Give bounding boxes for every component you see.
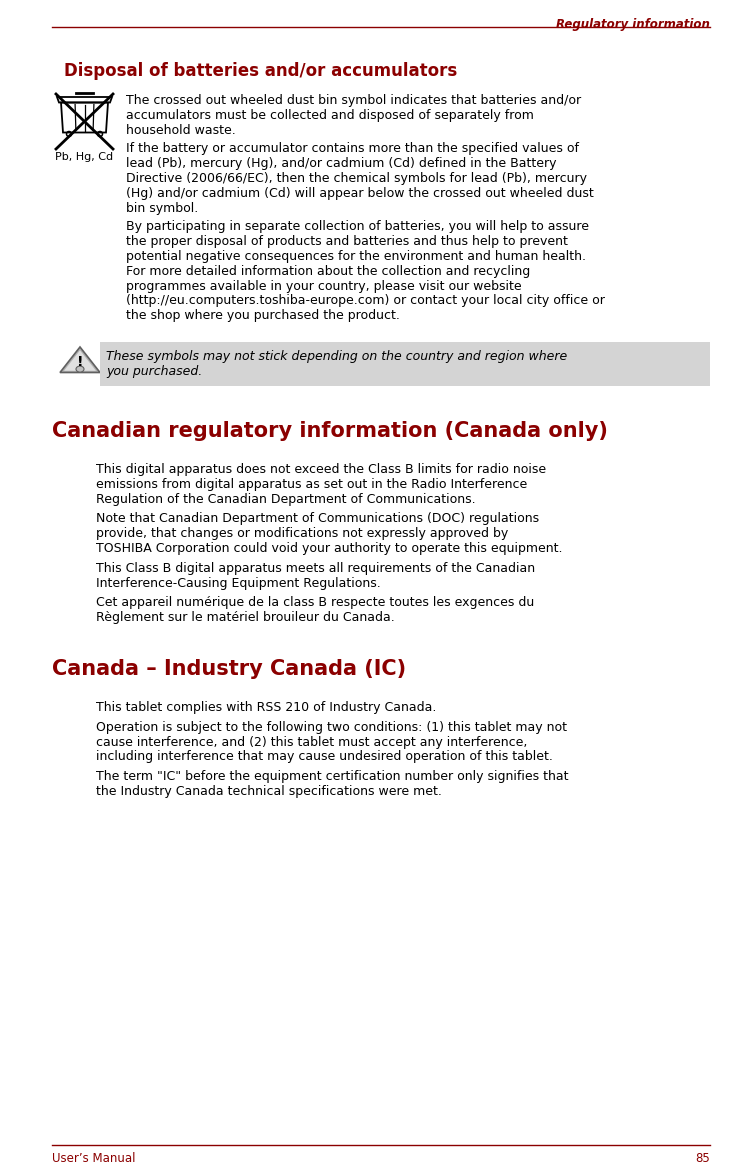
Text: the Industry Canada technical specifications were met.: the Industry Canada technical specificat… [96, 785, 442, 798]
Text: provide, that changes or modifications not expressly approved by: provide, that changes or modifications n… [96, 527, 508, 540]
Text: If the battery or accumulator contains more than the specified values of: If the battery or accumulator contains m… [126, 143, 579, 156]
FancyBboxPatch shape [100, 342, 710, 386]
Text: programmes available in your country, please visit our website: programmes available in your country, pl… [126, 280, 522, 293]
Text: Regulatory information: Regulatory information [556, 18, 710, 30]
Text: (Hg) and/or cadmium (Cd) will appear below the crossed out wheeled dust: (Hg) and/or cadmium (Cd) will appear bel… [126, 186, 594, 199]
Text: emissions from digital apparatus as set out in the Radio Interference: emissions from digital apparatus as set … [96, 478, 527, 491]
Text: User’s Manual: User’s Manual [52, 1152, 136, 1165]
Text: The crossed out wheeled dust bin symbol indicates that batteries and/or: The crossed out wheeled dust bin symbol … [126, 94, 581, 107]
Text: By participating in separate collection of batteries, you will help to assure: By participating in separate collection … [126, 220, 589, 233]
Text: The term "IC" before the equipment certification number only signifies that: The term "IC" before the equipment certi… [96, 770, 568, 783]
Text: Pb, Hg, Cd: Pb, Hg, Cd [55, 152, 114, 162]
Text: Regulation of the Canadian Department of Communications.: Regulation of the Canadian Department of… [96, 492, 475, 505]
Text: This Class B digital apparatus meets all requirements of the Canadian: This Class B digital apparatus meets all… [96, 561, 535, 574]
Text: Disposal of batteries and/or accumulators: Disposal of batteries and/or accumulator… [64, 62, 458, 80]
Text: (http://eu.computers.toshiba-europe.com) or contact your local city office or: (http://eu.computers.toshiba-europe.com)… [126, 294, 605, 307]
Text: 85: 85 [695, 1152, 710, 1165]
Text: you purchased.: you purchased. [106, 364, 202, 377]
Text: including interference that may cause undesired operation of this tablet.: including interference that may cause un… [96, 750, 553, 763]
Text: lead (Pb), mercury (Hg), and/or cadmium (Cd) defined in the Battery: lead (Pb), mercury (Hg), and/or cadmium … [126, 157, 556, 170]
Text: accumulators must be collected and disposed of separately from: accumulators must be collected and dispo… [126, 109, 534, 122]
Text: !: ! [77, 355, 83, 369]
Text: Directive (2006/66/EC), then the chemical symbols for lead (Pb), mercury: Directive (2006/66/EC), then the chemica… [126, 172, 587, 185]
Text: TOSHIBA Corporation could void your authority to operate this equipment.: TOSHIBA Corporation could void your auth… [96, 541, 562, 556]
Polygon shape [64, 350, 96, 370]
Text: Interference-Causing Equipment Regulations.: Interference-Causing Equipment Regulatio… [96, 577, 381, 590]
Text: Canada – Industry Canada (IC): Canada – Industry Canada (IC) [52, 659, 406, 679]
Text: cause interference, and (2) this tablet must accept any interference,: cause interference, and (2) this tablet … [96, 736, 528, 749]
Text: household waste.: household waste. [126, 123, 235, 137]
Text: For more detailed information about the collection and recycling: For more detailed information about the … [126, 265, 530, 278]
Text: Canadian regulatory information (Canada only): Canadian regulatory information (Canada … [52, 421, 608, 441]
Polygon shape [60, 347, 100, 373]
Text: Note that Canadian Department of Communications (DOC) regulations: Note that Canadian Department of Communi… [96, 512, 539, 525]
Text: Règlement sur le matériel brouileur du Canada.: Règlement sur le matériel brouileur du C… [96, 612, 395, 625]
Text: the shop where you purchased the product.: the shop where you purchased the product… [126, 309, 400, 322]
Text: bin symbol.: bin symbol. [126, 202, 199, 214]
Text: This digital apparatus does not exceed the Class B limits for radio noise: This digital apparatus does not exceed t… [96, 463, 546, 476]
Text: This tablet complies with RSS 210 of Industry Canada.: This tablet complies with RSS 210 of Ind… [96, 701, 436, 714]
Text: the proper disposal of products and batteries and thus help to prevent: the proper disposal of products and batt… [126, 236, 568, 248]
Text: These symbols may not stick depending on the country and region where: These symbols may not stick depending on… [106, 350, 568, 363]
Text: potential negative consequences for the environment and human health.: potential negative consequences for the … [126, 250, 586, 263]
Ellipse shape [76, 366, 84, 372]
Text: Operation is subject to the following two conditions: (1) this tablet may not: Operation is subject to the following tw… [96, 721, 567, 734]
Text: Cet appareil numérique de la class B respecte toutes les exgences du: Cet appareil numérique de la class B res… [96, 597, 534, 609]
